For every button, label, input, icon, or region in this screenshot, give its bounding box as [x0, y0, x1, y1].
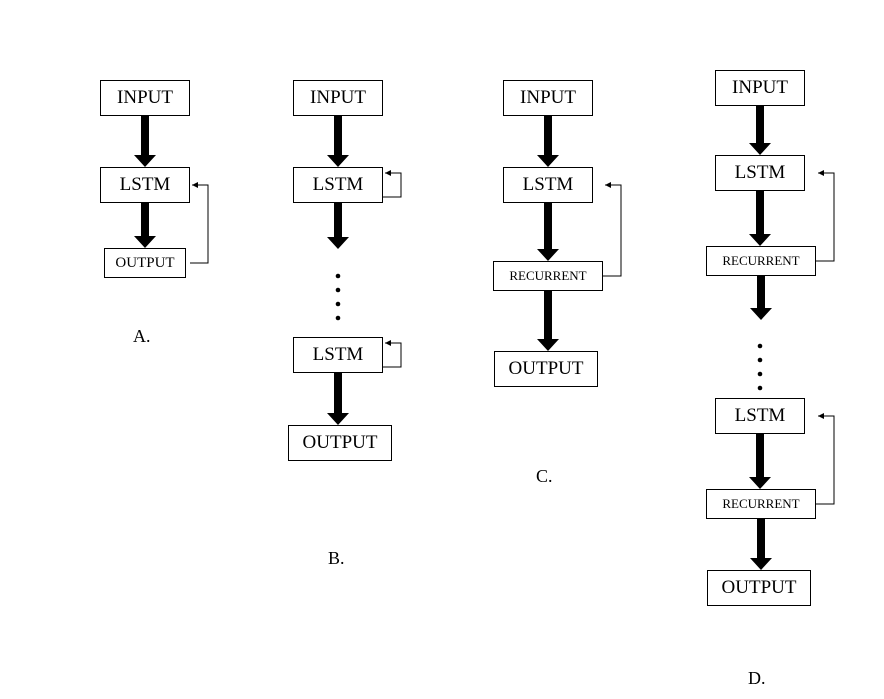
node-label: LSTM [735, 405, 786, 427]
node-label: INPUT [732, 77, 788, 99]
node-b-lstm1: LSTM [293, 167, 383, 203]
node-label: RECURRENT [722, 496, 799, 512]
node-label: LSTM [735, 162, 786, 184]
node-label: OUTPUT [509, 358, 584, 380]
node-d-recur2: RECURRENT [706, 489, 816, 519]
node-b-lstm2: LSTM [293, 337, 383, 373]
node-d-recur1: RECURRENT [706, 246, 816, 276]
node-label: RECURRENT [509, 268, 586, 284]
caption-A: A. [133, 326, 151, 347]
node-d-lstm1: LSTM [715, 155, 805, 191]
node-c-lstm: LSTM [503, 167, 593, 203]
node-label: RECURRENT [722, 253, 799, 269]
node-d-input: INPUT [715, 70, 805, 106]
node-b-output: OUTPUT [288, 425, 392, 461]
caption-B: B. [328, 548, 345, 569]
node-d-output: OUTPUT [707, 570, 811, 606]
node-label: OUTPUT [722, 577, 797, 599]
caption-C: C. [536, 466, 553, 487]
node-label: LSTM [313, 344, 364, 366]
node-b-input: INPUT [293, 80, 383, 116]
node-label: LSTM [523, 174, 574, 196]
node-label: LSTM [313, 174, 364, 196]
node-a-input: INPUT [100, 80, 190, 116]
node-c-recur: RECURRENT [493, 261, 603, 291]
node-c-input: INPUT [503, 80, 593, 116]
node-a-lstm: LSTM [100, 167, 190, 203]
node-a-output: OUTPUT [104, 248, 186, 278]
node-c-output: OUTPUT [494, 351, 598, 387]
node-d-lstm2: LSTM [715, 398, 805, 434]
node-label: INPUT [310, 87, 366, 109]
diagram-canvas: INPUT LSTM OUTPUT A. INPUT LSTM LSTM OUTPUT B. IN… [0, 0, 884, 699]
node-label: LSTM [120, 174, 171, 196]
node-label: INPUT [117, 87, 173, 109]
node-label: INPUT [520, 87, 576, 109]
node-label: OUTPUT [115, 255, 174, 272]
caption-D: D. [748, 668, 766, 689]
node-label: OUTPUT [303, 432, 378, 454]
